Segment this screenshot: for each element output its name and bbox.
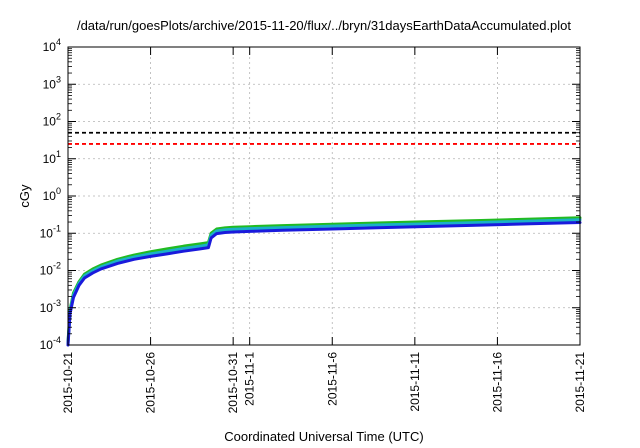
x-tick-label: 2015-10-31 [226, 352, 240, 414]
y-tick-label: 103 [43, 74, 61, 91]
y-tick-labels: 10-4 10-3 10-2 10-1 100 101 102 103 104 [40, 37, 61, 352]
grid-layer [68, 47, 580, 345]
x-tick-label: 2015-10-21 [61, 352, 75, 414]
x-tick-labels: 2015-10-21 2015-10-26 2015-10-31 2015-11-1 2… [61, 352, 587, 414]
y-tick-label: 104 [43, 37, 61, 54]
x-tick-label: 2015-11-11 [408, 352, 422, 412]
y-tick-label: 10-4 [40, 335, 61, 352]
series-line [66, 220, 582, 347]
series-layer [66, 216, 582, 347]
x-tick-label: 2015-11-1 [243, 352, 257, 406]
y-tick-label: 102 [43, 112, 61, 129]
x-tick-label: 2015-11-21 [573, 352, 587, 413]
series-line [66, 218, 582, 345]
y-tick-label: 10-2 [40, 261, 61, 278]
x-tick-label: 2015-10-26 [144, 352, 158, 414]
y-tick-label: 100 [43, 186, 61, 203]
y-tick-label: 101 [43, 149, 61, 166]
y-tick-label: 10-1 [40, 223, 61, 240]
x-tick-label: 2015-11-16 [490, 352, 504, 413]
chart-title: /data/run/goesPlots/archive/2015-11-20/f… [77, 18, 571, 33]
y-axis-label: cGy [17, 184, 32, 208]
y-tick-label: 10-3 [40, 298, 61, 315]
threshold-layer [68, 131, 580, 145]
x-tick-label: 2015-11-6 [325, 352, 339, 406]
x-axis-label: Coordinated Universal Time (UTC) [224, 429, 423, 444]
tick-layer [67, 46, 581, 346]
